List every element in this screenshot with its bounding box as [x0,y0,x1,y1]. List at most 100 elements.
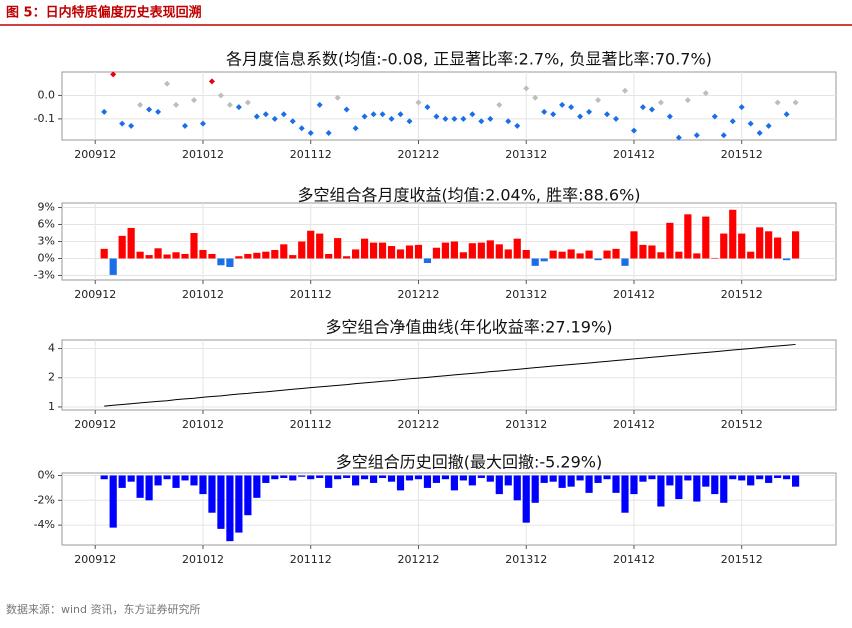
y-tick-label: -2% [34,493,55,506]
bar [145,475,153,501]
bar [369,475,378,483]
bar [531,258,539,266]
bar [711,257,719,259]
figure-title: 图 5：日内特质偏度历史表现回溯 [6,5,202,21]
scatter-point [155,108,162,115]
source-note: 数据来源：wind 资讯，东方证券研究所 [6,602,201,616]
bar [334,238,342,259]
bar [154,248,162,259]
bar [648,475,656,480]
bar [765,231,773,259]
scatter-point [630,127,637,134]
bar [190,475,198,486]
bar [118,475,126,488]
bar [621,258,629,266]
bar [343,475,351,478]
bar [423,258,432,264]
bar [657,252,665,259]
bar [450,475,458,491]
x-tick-label: 201412 [613,148,655,161]
scatter-point [756,129,763,136]
bar [612,248,620,259]
bar [325,475,333,488]
bar [567,475,575,487]
bar [109,258,117,275]
scatter-point [316,101,323,108]
bar [244,475,252,516]
bar [441,242,449,259]
bar [369,242,378,259]
x-tick-label: 201012 [182,148,224,161]
scatter-point [765,122,772,129]
bar [190,233,198,259]
bar [387,246,396,259]
bar [181,253,189,259]
bar [109,475,117,528]
bar [504,475,512,486]
scatter-point [217,92,224,99]
bar [774,237,782,259]
bar [396,475,405,491]
bar [522,475,530,523]
bar [783,475,791,480]
bar [334,475,342,480]
scatter-point [442,115,449,122]
bar [675,475,683,500]
bar [343,256,351,259]
bar [792,231,800,259]
x-tick-label: 201412 [613,553,655,566]
bar [585,475,593,493]
scatter-point [783,111,790,118]
bar [208,475,216,513]
x-tick-label: 201512 [721,288,763,301]
scatter-point [137,101,144,108]
x-tick-label: 201312 [505,288,547,301]
bar [298,475,306,477]
scatter-point [523,85,530,92]
scatter-point [451,115,458,122]
bar [226,475,234,542]
scatter-point [666,113,673,120]
x-tick-label: 201112 [290,288,332,301]
bar [603,250,611,259]
bar [738,475,746,481]
bar [432,475,441,483]
scatter-point [325,129,332,136]
bar [316,233,324,259]
scatter-point [496,101,503,108]
scatter-point [226,101,233,108]
y-tick-label: 1 [48,400,55,413]
bar [208,253,216,259]
bar [504,249,512,259]
bar [352,475,360,486]
bar [522,249,530,259]
scatter-point [352,125,359,132]
scatter-point [244,99,251,106]
scatter-point [146,106,153,113]
bar [639,475,647,482]
scatter-point [460,115,467,122]
bar [702,475,710,487]
x-tick-label: 201512 [721,148,763,161]
bar [280,244,288,259]
bar [181,475,189,481]
bar [675,251,683,259]
scatter-point [307,129,314,136]
bar [127,475,135,482]
bar [387,475,396,482]
bar [280,475,288,478]
scatter-point [595,97,602,104]
bar [630,231,638,259]
scatter-point [711,113,718,120]
bar [693,253,701,259]
bar [729,475,737,480]
scatter-point [379,111,386,118]
bar [271,475,279,480]
bar [253,475,261,498]
bar [576,253,584,259]
bar [738,233,746,259]
bar [217,258,225,266]
scatter-point [541,108,548,115]
scatter-point [559,101,566,108]
